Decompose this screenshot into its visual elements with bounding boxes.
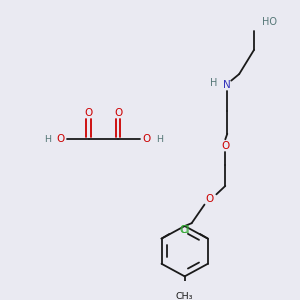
- Text: O: O: [205, 194, 214, 204]
- Text: N: N: [224, 80, 231, 90]
- Text: O: O: [142, 134, 150, 144]
- Text: H: H: [44, 135, 51, 144]
- Text: CH₃: CH₃: [176, 292, 194, 300]
- Text: H: H: [210, 78, 217, 88]
- Text: Cl: Cl: [181, 225, 190, 235]
- Text: O: O: [114, 108, 122, 118]
- Text: HO: HO: [262, 17, 277, 27]
- Text: H: H: [156, 135, 163, 144]
- Text: O: O: [57, 134, 65, 144]
- Text: Cl: Cl: [179, 225, 189, 235]
- Text: O: O: [84, 108, 93, 118]
- Text: O: O: [221, 141, 230, 151]
